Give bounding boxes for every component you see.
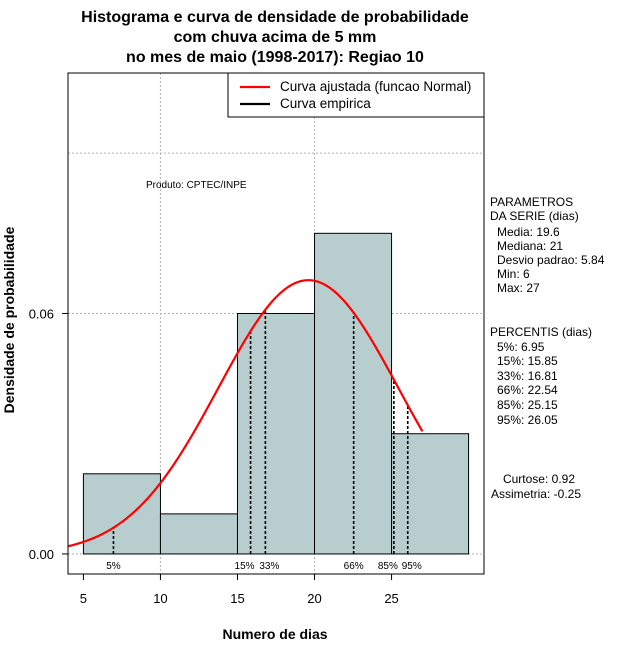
histogram-bar <box>159 513 238 555</box>
parametros-line: Desvio padrao: 5.84 <box>497 253 605 267</box>
assimetria-line: Assimetria: -0.25 <box>491 487 581 501</box>
percentis-panel: PERCENTIS (dias) 5%: 6.95 15%: 15.85 33%… <box>490 325 592 427</box>
percentile-layer: 5% 15% 33% 66% 85% 95% <box>106 309 422 572</box>
shape-panel: Curtose: 0.92 Assimetria: -0.25 <box>491 472 581 501</box>
axes-layer: 5 10 15 20 25 0.00 0.06 <box>29 306 399 606</box>
x-tick-label: 20 <box>307 591 321 606</box>
chart-title-line-3: no mes de maio (1998-2017): Regiao 10 <box>126 49 424 66</box>
x-axis-label: Numero de dias <box>222 626 327 642</box>
x-tick-label: 15 <box>230 591 244 606</box>
legend-box <box>227 72 485 118</box>
parametros-panel: PARAMETROS DA SERIE (dias) Media: 19.6 M… <box>490 195 605 295</box>
histogram-bar <box>391 433 470 555</box>
parametros-header-2: DA SERIE (dias) <box>490 209 579 223</box>
percentile-label: 66% <box>344 561 364 572</box>
parametros-header-1: PARAMETROS <box>490 195 573 209</box>
percentile-label: 85% <box>378 561 398 572</box>
percentis-header: PERCENTIS (dias) <box>490 325 592 339</box>
histogram-bar <box>236 312 316 555</box>
parametros-line: Max: 27 <box>497 281 540 295</box>
percentile-label: 33% <box>259 561 279 572</box>
y-tick-label: 0.00 <box>29 547 54 562</box>
histogram-bar <box>82 473 161 555</box>
chart-title-line-1: Histograma e curva de densidade de proba… <box>81 9 469 26</box>
curtose-line: Curtose: 0.92 <box>503 472 575 486</box>
percentis-line: 95%: 26.05 <box>497 413 558 427</box>
percentis-line: 85%: 25.15 <box>497 398 558 412</box>
parametros-line: Mediana: 21 <box>497 239 563 253</box>
parametros-line: Media: 19.6 <box>497 225 560 239</box>
percentis-line: 5%: 6.95 <box>497 340 545 354</box>
bars-layer <box>82 232 470 555</box>
percentile-label: 95% <box>402 561 422 572</box>
legend: Curva ajustada (funcao Normal) Curva emp… <box>227 72 485 118</box>
x-tick-label: 25 <box>384 591 398 606</box>
x-tick-label: 10 <box>153 591 167 606</box>
legend-label-empirical: Curva empirica <box>280 96 371 111</box>
parametros-line: Min: 6 <box>497 267 530 281</box>
y-axis-label: Densidade de probabilidade <box>1 226 17 413</box>
percentile-label: 15% <box>235 561 255 572</box>
percentile-label: 5% <box>106 561 121 572</box>
percentis-line: 15%: 15.85 <box>497 354 558 368</box>
normal-curve <box>67 279 424 548</box>
curve-layer <box>67 279 424 548</box>
product-annotation: Produto: CPTEC/INPE <box>146 180 247 191</box>
legend-label-fitted: Curva ajustada (funcao Normal) <box>280 79 471 94</box>
x-tick-label: 5 <box>80 591 87 606</box>
percentis-line: 66%: 22.54 <box>497 383 558 397</box>
y-tick-label: 0.06 <box>29 306 54 321</box>
percentis-line: 33%: 16.81 <box>497 369 558 383</box>
chart-title-line-2: com chuva acima de 5 mm <box>174 29 377 46</box>
